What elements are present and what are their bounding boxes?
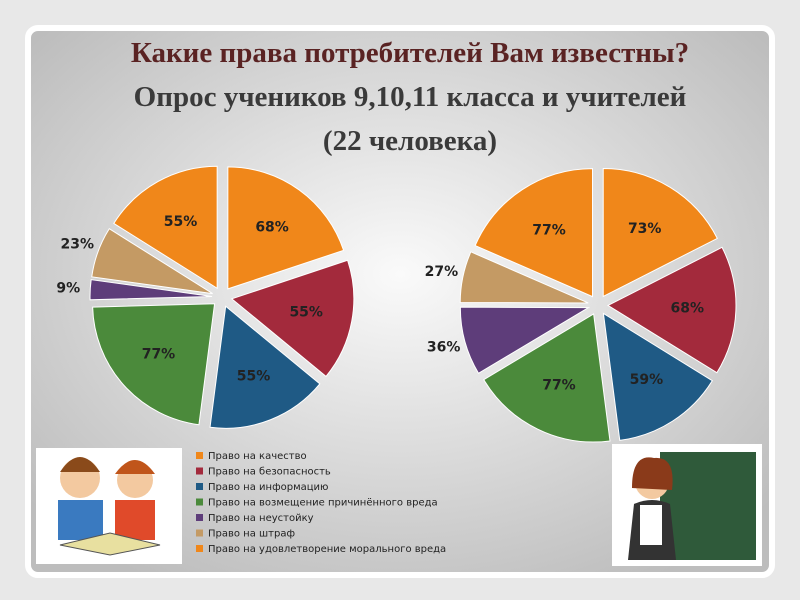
value-label: 55% — [289, 305, 323, 321]
teacher-illustration — [628, 452, 756, 560]
title-line: (22 человека) — [323, 125, 497, 157]
pie-slice — [230, 259, 355, 378]
legend-label: Право на качество — [208, 451, 307, 462]
legend-swatch — [196, 483, 203, 490]
pie-slice — [483, 313, 611, 443]
pie-slice — [474, 168, 594, 298]
value-label: 73% — [628, 221, 662, 237]
title-line: Опрос учеников 9,10,11 класса и учителей — [134, 81, 687, 113]
pie-slice — [92, 303, 216, 426]
pie-slice — [89, 279, 213, 301]
legend-label: Право на неустойку — [208, 513, 314, 524]
pie-slice — [209, 305, 321, 429]
legend-swatch — [196, 545, 203, 552]
value-label: 68% — [671, 301, 705, 317]
legend-swatch — [196, 452, 203, 459]
title-line: Какие права потребителей Вам известны? — [131, 37, 689, 69]
pie-slice — [113, 165, 218, 290]
value-label: 68% — [255, 220, 289, 236]
value-label: 77% — [532, 222, 566, 238]
legend-swatch — [196, 529, 203, 537]
value-label: 59% — [630, 372, 664, 388]
pie-slice — [459, 251, 589, 304]
pie-slice — [606, 246, 737, 374]
kids-illustration — [58, 457, 161, 556]
pie-slice — [459, 306, 591, 374]
value-label: 55% — [164, 214, 198, 230]
legend-label: Право на штраф — [208, 529, 295, 540]
pie-slice — [602, 167, 718, 298]
value-label: 27% — [425, 264, 459, 280]
legend-label: Право на информацию — [208, 482, 328, 493]
value-label: 77% — [542, 377, 576, 393]
legend: Право на качество Право на безопасность Пр… — [196, 451, 446, 555]
legend-swatch — [196, 467, 203, 475]
value-label: 23% — [61, 236, 95, 252]
pie-slice — [91, 228, 213, 295]
pie-slice — [602, 312, 713, 441]
value-label: 36% — [427, 339, 461, 355]
legend-swatch — [196, 498, 203, 506]
legend-label: Право на безопасность — [208, 467, 331, 478]
value-label: 9% — [56, 281, 80, 297]
legend-label: Право на удовлетворение морального вреда — [208, 544, 446, 555]
legend-swatch — [196, 514, 203, 521]
value-label: 77% — [142, 346, 176, 362]
value-label: 55% — [237, 369, 271, 385]
legend-label: Право на возмещение причинённого вреда — [208, 498, 438, 509]
pie-slice — [227, 166, 345, 290]
